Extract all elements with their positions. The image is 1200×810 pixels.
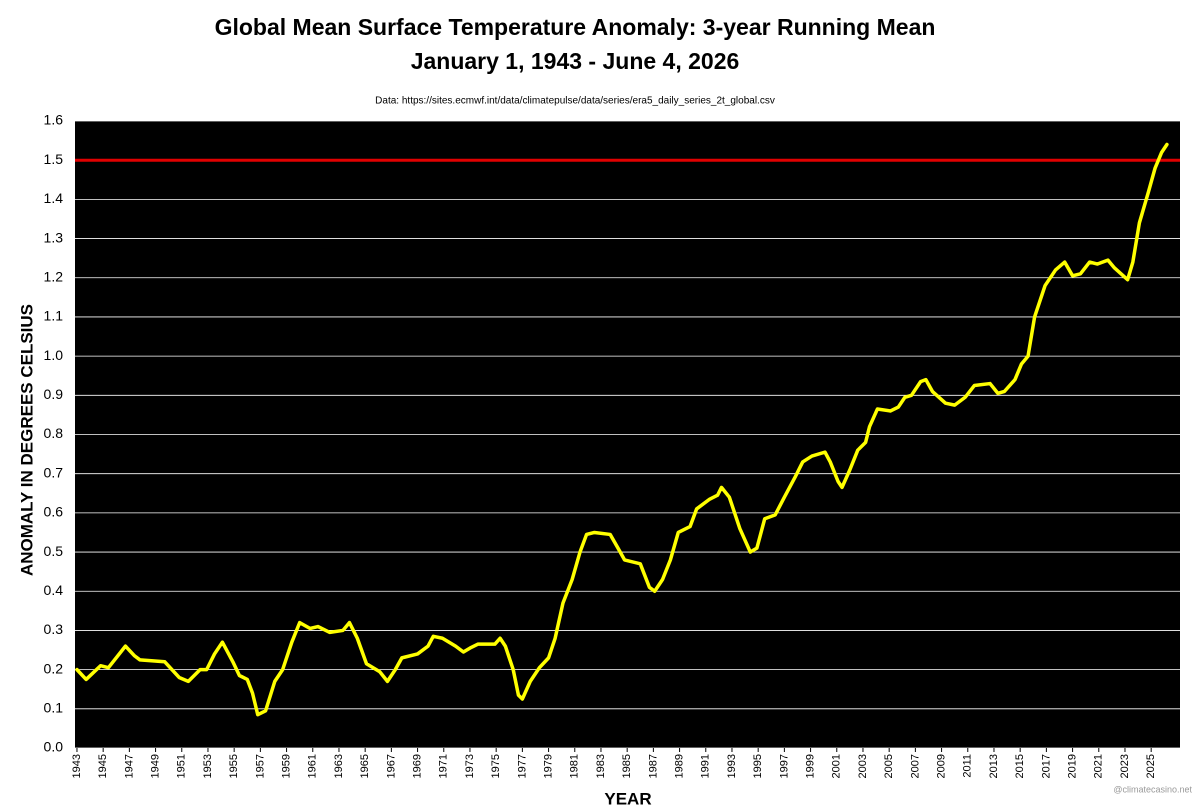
y-tick-label: 1.3 bbox=[44, 229, 64, 245]
x-tick-label: 1965 bbox=[359, 754, 371, 778]
x-tick-label: 1977 bbox=[516, 754, 528, 778]
y-tick-label: 0.9 bbox=[44, 386, 64, 402]
y-tick-label: 0.4 bbox=[44, 582, 64, 598]
x-tick-label: 2023 bbox=[1119, 754, 1131, 778]
x-tick-label: 1947 bbox=[123, 754, 135, 778]
x-tick-label: 1999 bbox=[804, 754, 816, 778]
x-tick-label: 2025 bbox=[1145, 754, 1157, 778]
x-tick-label: 1953 bbox=[202, 754, 214, 778]
x-tick-label: 2007 bbox=[909, 754, 921, 778]
x-tick-label: 1969 bbox=[411, 754, 423, 778]
y-tick-label: 0.7 bbox=[44, 464, 64, 480]
y-tick-label: 1.5 bbox=[44, 151, 64, 167]
chart-title: Global Mean Surface Temperature Anomaly:… bbox=[215, 14, 936, 40]
x-tick-label: 1973 bbox=[464, 754, 476, 778]
x-tick-label: 1981 bbox=[569, 754, 581, 778]
x-axis-title: YEAR bbox=[604, 789, 651, 808]
x-tick-label: 1963 bbox=[333, 754, 345, 778]
x-tick-label: 2001 bbox=[831, 754, 843, 778]
x-tick-label: 1993 bbox=[726, 754, 738, 778]
x-tick-label: 1987 bbox=[647, 754, 659, 778]
x-tick-label: 1979 bbox=[542, 754, 554, 778]
y-tick-label: 0.5 bbox=[44, 543, 64, 559]
x-tick-label: 1961 bbox=[307, 754, 319, 778]
x-tick-label: 1971 bbox=[438, 754, 450, 778]
x-tick-label: 1943 bbox=[71, 754, 83, 778]
x-tick-label: 1967 bbox=[385, 754, 397, 778]
x-tick-label: 1951 bbox=[176, 754, 188, 778]
source-note: Data: https://sites.ecmwf.int/data/clima… bbox=[375, 96, 775, 107]
x-tick-label: 1985 bbox=[621, 754, 633, 778]
x-tick-label: 1945 bbox=[97, 754, 109, 778]
x-tick-label: 1957 bbox=[254, 754, 266, 778]
x-tick-label: 2011 bbox=[962, 754, 974, 778]
x-tick-label: 2017 bbox=[1040, 754, 1052, 778]
y-tick-label: 1.1 bbox=[44, 308, 64, 324]
x-tick-label: 2013 bbox=[988, 754, 1000, 778]
x-tick-label: 2019 bbox=[1066, 754, 1078, 778]
x-tick-label: 2009 bbox=[935, 754, 947, 778]
x-tick-label: 1997 bbox=[778, 754, 790, 778]
y-tick-label: 1.4 bbox=[44, 190, 64, 206]
x-tick-label: 1949 bbox=[149, 754, 161, 778]
chart-subtitle: January 1, 1943 - June 4, 2026 bbox=[411, 48, 740, 74]
y-tick-label: 1.6 bbox=[44, 112, 64, 128]
watermark: @climatecasino.net bbox=[1113, 784, 1192, 794]
y-tick-label: 0.2 bbox=[44, 660, 64, 676]
x-tick-label: 1955 bbox=[228, 754, 240, 778]
x-tick-label: 2021 bbox=[1093, 754, 1105, 778]
x-tick-label: 1995 bbox=[752, 754, 764, 778]
y-axis-title: ANOMALY IN DEGREES CELSIUS bbox=[17, 304, 36, 576]
data-line bbox=[75, 142, 1169, 717]
x-tick-label: 1959 bbox=[280, 754, 292, 778]
y-tick-label: 0.1 bbox=[44, 700, 64, 716]
x-tick-label: 1989 bbox=[673, 754, 685, 778]
y-tick-label: 0.0 bbox=[44, 739, 64, 755]
x-tick-label: 1983 bbox=[595, 754, 607, 778]
x-tick-label: 1991 bbox=[700, 754, 712, 778]
y-tick-label: 0.6 bbox=[44, 504, 64, 520]
x-tick-label: 1975 bbox=[490, 754, 502, 778]
x-tick-label: 2005 bbox=[883, 754, 895, 778]
y-tick-label: 0.8 bbox=[44, 425, 64, 441]
y-tick-label: 0.3 bbox=[44, 621, 64, 637]
y-tick-label: 1.2 bbox=[44, 268, 64, 284]
x-tick-label: 2015 bbox=[1014, 754, 1026, 778]
x-tick-label: 2003 bbox=[857, 754, 869, 778]
y-tick-label: 1.0 bbox=[44, 347, 64, 363]
